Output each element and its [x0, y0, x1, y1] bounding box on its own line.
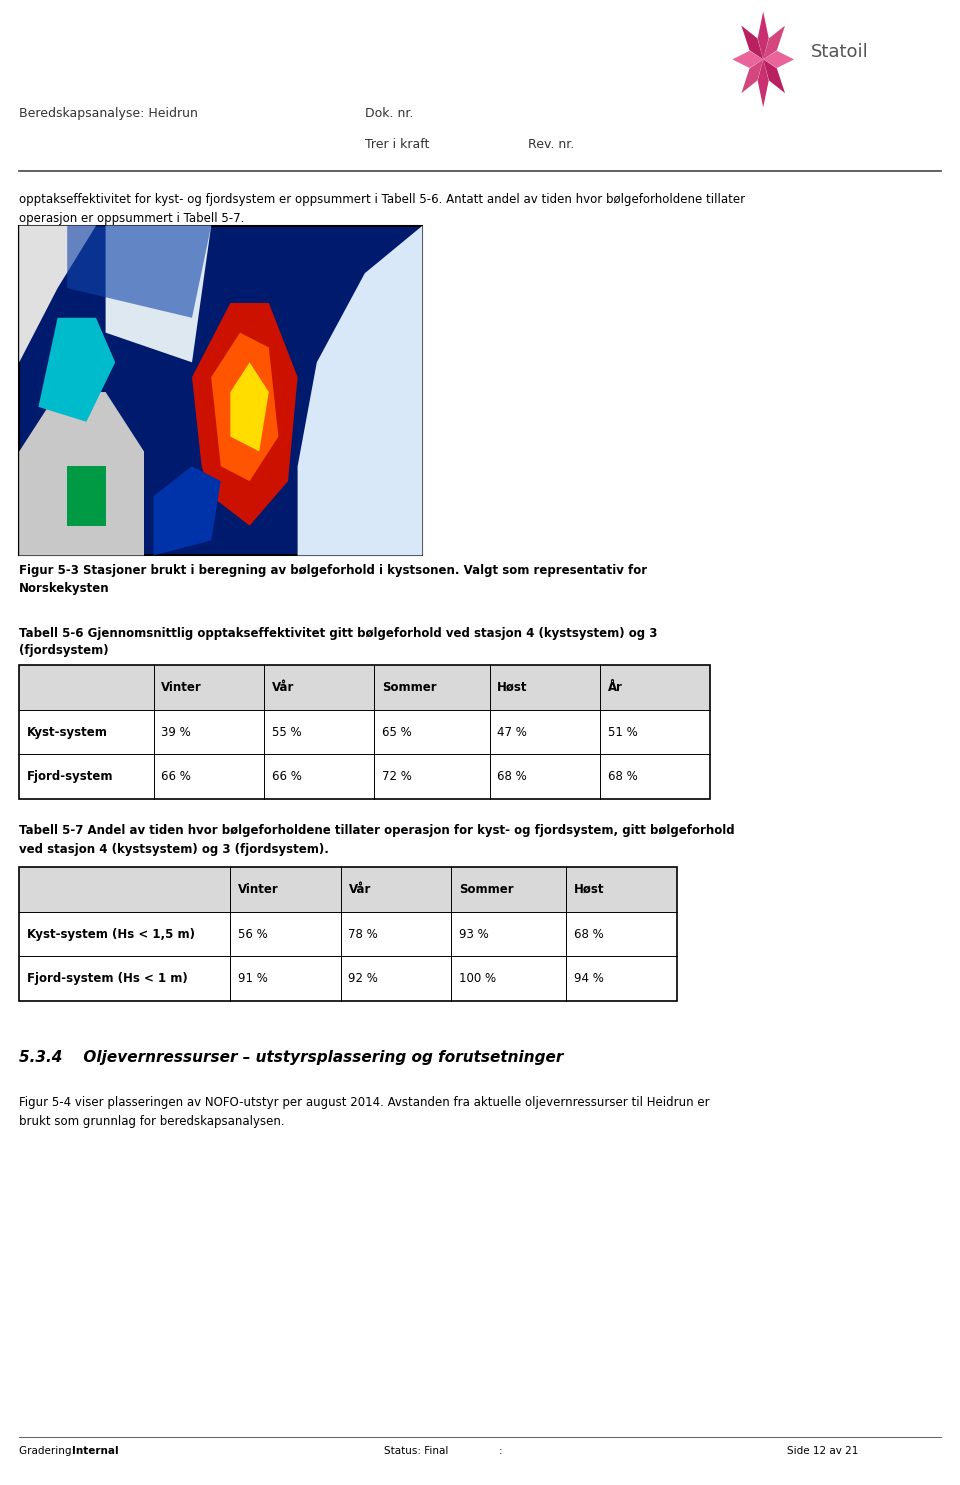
Polygon shape — [763, 59, 785, 94]
Text: Sommer: Sommer — [459, 884, 514, 895]
Polygon shape — [757, 12, 769, 59]
Text: Vår: Vår — [348, 884, 371, 895]
Polygon shape — [67, 226, 211, 318]
Text: 93 %: 93 % — [459, 928, 489, 940]
Polygon shape — [763, 25, 785, 59]
Text: Sommer: Sommer — [382, 682, 437, 693]
Text: 68 %: 68 % — [574, 928, 604, 940]
Text: Figur 5-4 viser plasseringen av NOFO-utstyr per august 2014. Avstanden fra aktue: Figur 5-4 viser plasseringen av NOFO-uts… — [19, 1096, 709, 1109]
Text: 65 %: 65 % — [382, 726, 412, 738]
Text: 55 %: 55 % — [272, 726, 301, 738]
Bar — [19, 867, 677, 1001]
Polygon shape — [763, 50, 794, 68]
Text: Internal: Internal — [72, 1446, 119, 1457]
Text: 66 %: 66 % — [161, 771, 191, 783]
Polygon shape — [38, 318, 115, 422]
Bar — [19, 665, 710, 799]
Text: brukt som grunnlag for beredskapsanalysen.: brukt som grunnlag for beredskapsanalyse… — [19, 1115, 285, 1129]
Text: Fjord-system: Fjord-system — [27, 771, 113, 783]
Polygon shape — [19, 392, 144, 555]
Bar — [19, 226, 422, 555]
Text: Norskekysten: Norskekysten — [19, 582, 109, 595]
Text: 56 %: 56 % — [238, 928, 268, 940]
Text: Høst: Høst — [497, 682, 528, 693]
Text: 72 %: 72 % — [382, 771, 412, 783]
Polygon shape — [67, 466, 106, 526]
Text: Vinter: Vinter — [161, 682, 202, 693]
Text: År: År — [608, 682, 622, 693]
Polygon shape — [106, 226, 211, 362]
Text: (fjordsystem): (fjordsystem) — [19, 644, 108, 658]
Text: operasjon er oppsummert i Tabell 5-7.: operasjon er oppsummert i Tabell 5-7. — [19, 212, 245, 226]
Text: 39 %: 39 % — [161, 726, 191, 738]
Text: Statoil: Statoil — [811, 43, 869, 61]
Text: 100 %: 100 % — [459, 973, 496, 985]
Polygon shape — [741, 25, 763, 59]
Bar — [19, 754, 710, 799]
Text: 51 %: 51 % — [608, 726, 637, 738]
Text: 68 %: 68 % — [497, 771, 527, 783]
Polygon shape — [192, 303, 298, 526]
Polygon shape — [298, 226, 422, 555]
Text: Status: Final: Status: Final — [384, 1446, 448, 1457]
Polygon shape — [741, 59, 763, 94]
Bar — [19, 867, 677, 912]
Bar — [19, 710, 710, 754]
Polygon shape — [211, 333, 278, 481]
Text: Rev. nr.: Rev. nr. — [528, 138, 574, 151]
Text: 66 %: 66 % — [272, 771, 301, 783]
Text: Dok. nr.: Dok. nr. — [365, 107, 413, 120]
Text: Vinter: Vinter — [238, 884, 278, 895]
Text: 5.3.4    Oljevernressurser – utstyrsplassering og forutsetninger: 5.3.4 Oljevernressurser – utstyrsplasser… — [19, 1050, 564, 1065]
Text: Vår: Vår — [272, 682, 294, 693]
Polygon shape — [732, 50, 763, 68]
Polygon shape — [154, 466, 221, 555]
Text: :: : — [499, 1446, 503, 1457]
Text: 47 %: 47 % — [497, 726, 527, 738]
Text: 92 %: 92 % — [348, 973, 378, 985]
Text: Side 12 av 21: Side 12 av 21 — [787, 1446, 858, 1457]
Text: Fjord-system (Hs < 1 m): Fjord-system (Hs < 1 m) — [27, 973, 187, 985]
Bar — [19, 665, 710, 710]
Text: 78 %: 78 % — [348, 928, 378, 940]
Text: Gradering:: Gradering: — [19, 1446, 79, 1457]
Text: Trer i kraft: Trer i kraft — [365, 138, 429, 151]
Bar — [19, 956, 677, 1001]
Polygon shape — [19, 226, 96, 362]
Text: Tabell 5-7 Andel av tiden hvor bølgeforholdene tillater operasjon for kyst- og f: Tabell 5-7 Andel av tiden hvor bølgeforh… — [19, 824, 734, 838]
Polygon shape — [230, 362, 269, 451]
Text: Kyst-system: Kyst-system — [27, 726, 108, 738]
Text: Høst: Høst — [574, 884, 605, 895]
Text: 91 %: 91 % — [238, 973, 268, 985]
Text: ved stasjon 4 (kystsystem) og 3 (fjordsystem).: ved stasjon 4 (kystsystem) og 3 (fjordsy… — [19, 843, 329, 857]
Text: Kyst-system (Hs < 1,5 m): Kyst-system (Hs < 1,5 m) — [27, 928, 195, 940]
Text: Figur 5-3 Stasjoner brukt i beregning av bølgeforhold i kystsonen. Valgt som rep: Figur 5-3 Stasjoner brukt i beregning av… — [19, 564, 647, 578]
Text: Beredskapsanalyse: Heidrun: Beredskapsanalyse: Heidrun — [19, 107, 198, 120]
Text: opptakseffektivitet for kyst- og fjordsystem er oppsummert i Tabell 5-6. Antatt : opptakseffektivitet for kyst- og fjordsy… — [19, 193, 745, 206]
Text: Tabell 5-6 Gjennomsnittlig opptakseffektivitet gitt bølgeforhold ved stasjon 4 (: Tabell 5-6 Gjennomsnittlig opptakseffekt… — [19, 627, 658, 640]
Text: 94 %: 94 % — [574, 973, 604, 985]
Text: 68 %: 68 % — [608, 771, 637, 783]
Bar — [19, 912, 677, 956]
Polygon shape — [757, 59, 769, 107]
